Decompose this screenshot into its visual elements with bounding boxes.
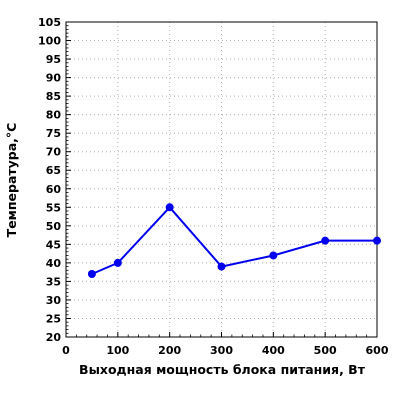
y-tick-label: 55 [46,201,61,214]
axes [65,21,378,338]
series-line [91,206,377,275]
plot-frame [65,21,378,338]
y-tick-label: 80 [46,109,62,122]
x-tick-label: 600 [366,344,389,357]
y-tick-label: 25 [46,312,61,325]
x-tick-label: 500 [314,344,337,357]
y-tick-label: 50 [46,220,62,233]
x-tick-label: 300 [210,344,233,357]
x-tick-label: 0 [62,344,70,357]
y-tick-label: 70 [46,146,62,159]
series [87,203,381,278]
x-tick-label: 200 [158,344,181,357]
y-tick-label: 95 [46,53,61,66]
y-tick-label: 90 [46,72,62,85]
data-point [113,258,122,267]
y-tick-label: 65 [46,164,61,177]
data-point [87,270,96,278]
y-tick-label: 30 [46,294,62,307]
y-tick-labels: 20 25 30 35 40 45 50 55 60 65 70 75 80 85 90 95 100 105 [38,16,61,344]
y-tick-label: 40 [46,257,62,270]
grid [66,22,377,337]
y-tick-label: 75 [46,127,61,140]
x-tick-label: 400 [262,344,285,357]
y-axis-title: Температура,°С [4,123,19,238]
x-tick-labels: 0 100 200 300 400 500 600 [62,344,389,357]
x-axis-title: Выходная мощность блока питания, Вт [79,362,366,377]
minor-ticks [65,21,378,338]
x-tick-label: 100 [106,344,129,357]
data-point [165,203,174,212]
data-point [321,236,330,245]
data-point [217,262,226,271]
y-tick-label: 85 [46,90,61,103]
data-point [373,236,381,245]
y-tick-label: 20 [46,331,62,344]
y-tick-label: 105 [38,16,61,29]
data-point [269,251,278,260]
y-tick-label: 100 [38,35,61,48]
y-tick-label: 60 [46,183,62,196]
y-tick-label: 35 [46,275,61,288]
y-tick-label: 45 [46,238,61,251]
